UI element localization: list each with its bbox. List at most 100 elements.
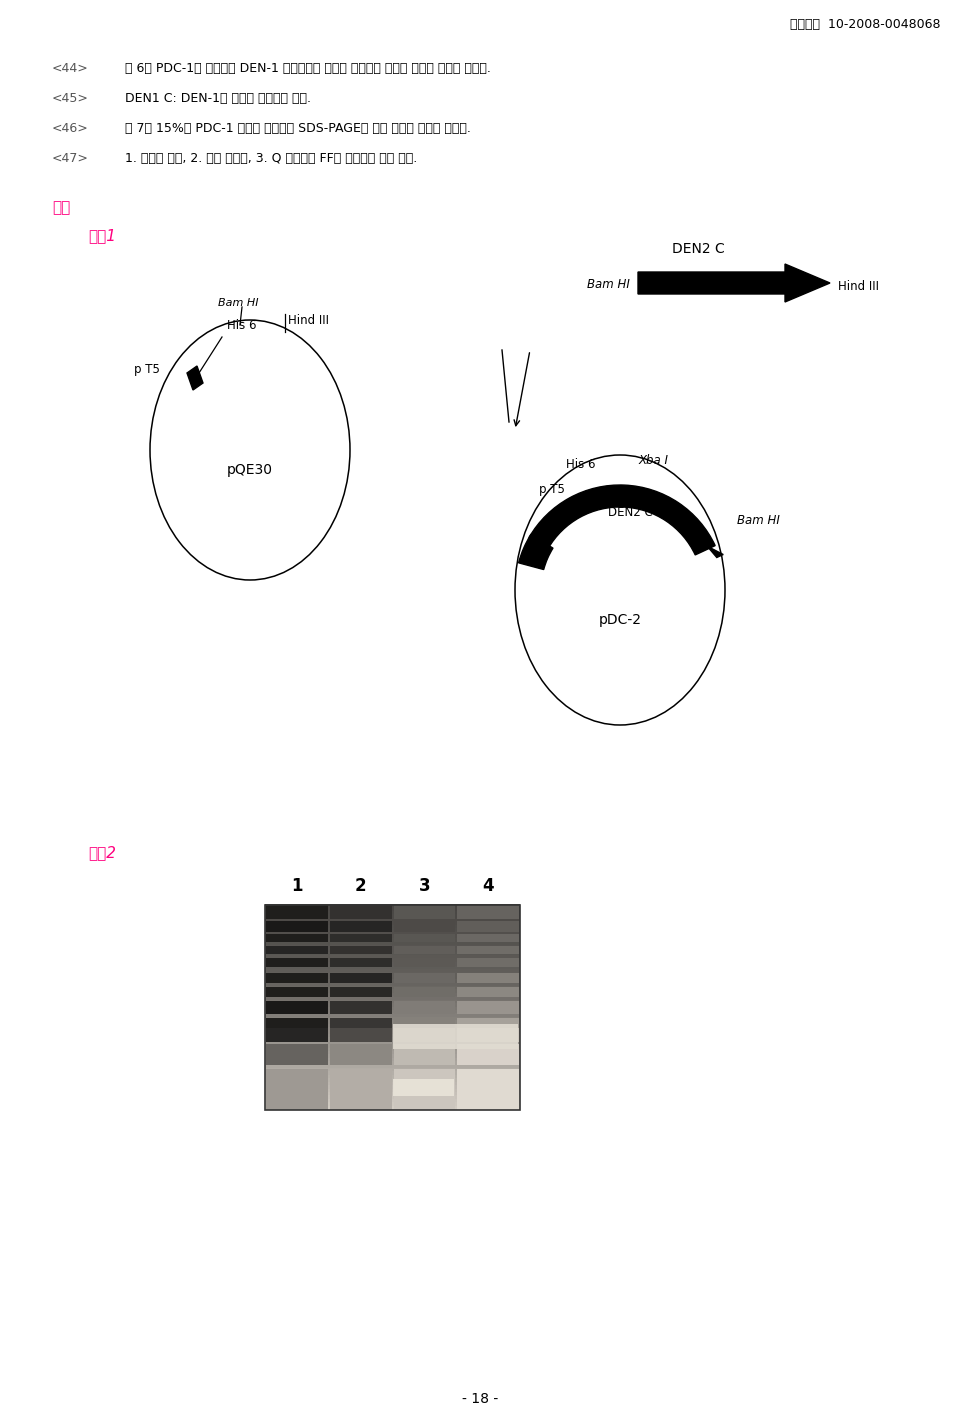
Bar — [265, 1079, 520, 1083]
Text: Hind III: Hind III — [288, 314, 329, 327]
Text: 1: 1 — [291, 877, 302, 895]
Bar — [265, 1023, 520, 1027]
Text: p T5: p T5 — [540, 483, 565, 496]
Bar — [265, 959, 520, 963]
Bar — [266, 946, 327, 953]
Bar — [265, 1103, 520, 1107]
Polygon shape — [638, 264, 830, 303]
Text: <46>: <46> — [52, 122, 88, 135]
Bar — [394, 905, 455, 919]
Bar — [394, 934, 455, 942]
Text: <45>: <45> — [52, 92, 89, 105]
Bar — [394, 1069, 455, 1110]
Text: pDC-2: pDC-2 — [598, 612, 641, 627]
Bar — [329, 1069, 392, 1110]
Text: p T5: p T5 — [134, 364, 160, 377]
Bar — [265, 989, 520, 993]
Bar — [457, 934, 519, 942]
Text: 도면2: 도면2 — [88, 845, 116, 860]
Bar — [265, 969, 520, 973]
Bar — [266, 1002, 327, 1013]
Text: <44>: <44> — [52, 63, 88, 75]
Bar — [266, 1069, 327, 1110]
Text: DEN1 C: DEN-1의 캡시드 단백질의 단편.: DEN1 C: DEN-1의 캡시드 단백질의 단편. — [125, 92, 311, 105]
Bar — [457, 1069, 519, 1110]
Bar — [265, 996, 520, 1000]
Bar — [266, 905, 327, 919]
Bar — [266, 1044, 327, 1064]
Bar — [394, 1017, 455, 1027]
Bar — [265, 1052, 520, 1056]
Polygon shape — [708, 546, 723, 557]
Bar — [265, 921, 520, 925]
Bar — [265, 935, 520, 939]
Wedge shape — [518, 534, 553, 570]
Text: DEN2 C: DEN2 C — [608, 506, 653, 519]
Bar — [265, 1096, 520, 1100]
Bar — [265, 948, 520, 953]
Bar — [265, 982, 520, 988]
Text: 도 6은 PDC-1을 생성하는 DEN-1 바이러스의 캡시드 단백질의 클로닝 전략을 나타낸 것이다.: 도 6은 PDC-1을 생성하는 DEN-1 바이러스의 캡시드 단백질의 클로… — [125, 63, 491, 75]
Bar — [265, 1027, 520, 1032]
Bar — [265, 1054, 520, 1059]
Bar — [265, 1013, 520, 1017]
Text: Bam HI: Bam HI — [218, 298, 258, 308]
Text: DEN2 C: DEN2 C — [672, 242, 725, 256]
Bar — [393, 1025, 518, 1049]
Bar — [265, 945, 520, 949]
Text: 1. 분자량 마커, 2. 파열 상청액, 3. Q 세파로스 FF에 흡수되지 않은 분획.: 1. 분자량 마커, 2. 파열 상청액, 3. Q 세파로스 FF에 흡수되지… — [125, 152, 418, 165]
Bar — [266, 1027, 327, 1043]
Text: - 18 -: - 18 - — [462, 1393, 498, 1405]
Bar — [394, 972, 455, 983]
Text: Bam HI: Bam HI — [737, 513, 780, 527]
Bar — [265, 986, 520, 990]
Text: 3: 3 — [419, 877, 430, 895]
Bar — [265, 931, 520, 936]
Bar — [329, 921, 392, 932]
Bar — [265, 1071, 520, 1076]
Bar — [329, 1017, 392, 1027]
Bar — [265, 976, 520, 980]
Bar — [329, 905, 392, 919]
Bar — [394, 958, 455, 966]
Bar — [394, 1002, 455, 1013]
Bar — [394, 1044, 455, 1064]
Bar — [265, 905, 520, 1110]
Bar — [329, 1027, 392, 1043]
Bar — [329, 1002, 392, 1013]
Bar — [457, 905, 519, 919]
Bar — [265, 1034, 520, 1039]
Bar — [266, 921, 327, 932]
Bar — [265, 1017, 520, 1022]
Bar — [265, 918, 520, 922]
Bar — [329, 958, 392, 966]
Bar — [265, 908, 520, 912]
Bar — [265, 1088, 520, 1093]
Bar — [265, 1106, 520, 1110]
Bar — [265, 928, 520, 932]
Bar — [265, 1098, 520, 1103]
Polygon shape — [187, 367, 203, 389]
Text: 4: 4 — [482, 877, 494, 895]
Bar — [266, 958, 327, 966]
Bar — [457, 946, 519, 953]
Bar — [457, 1027, 519, 1043]
Bar — [265, 962, 520, 966]
Bar — [265, 1010, 520, 1015]
Bar — [265, 1081, 520, 1086]
Bar — [265, 1047, 520, 1052]
Bar — [329, 972, 392, 983]
Bar — [394, 1027, 455, 1043]
Bar — [266, 1017, 327, 1027]
Bar — [265, 955, 520, 959]
Bar — [394, 988, 455, 998]
Text: pQE30: pQE30 — [227, 463, 273, 477]
Bar — [265, 1030, 520, 1034]
Bar — [265, 1037, 520, 1042]
Bar — [265, 1040, 520, 1044]
Bar — [265, 1074, 520, 1080]
Text: 2: 2 — [355, 877, 367, 895]
Bar — [329, 946, 392, 953]
Bar — [393, 1080, 454, 1096]
Bar — [457, 921, 519, 932]
